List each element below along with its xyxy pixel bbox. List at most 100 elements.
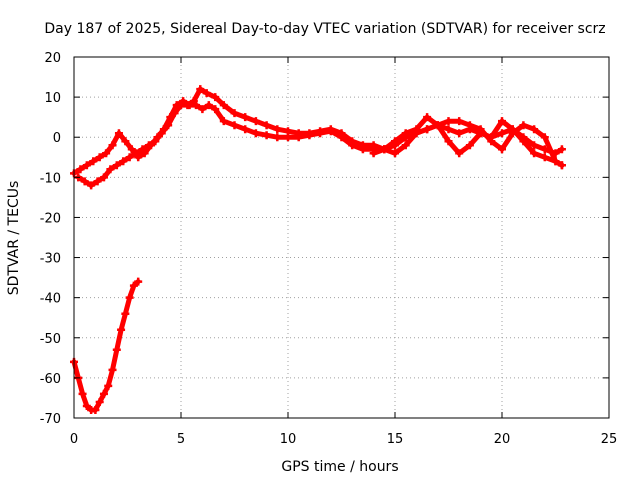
data-point [104, 381, 113, 390]
data-point [455, 129, 464, 138]
data-point [144, 141, 153, 150]
x-axis-label: GPS time / hours [281, 459, 398, 475]
data-point [219, 117, 228, 126]
data-point [391, 149, 399, 158]
data-point [241, 113, 250, 122]
data-point [119, 157, 128, 166]
data-point [369, 141, 378, 150]
y-tick-label: -50 [40, 332, 61, 347]
data-point [540, 133, 549, 142]
data-point [157, 129, 166, 138]
data-point [498, 117, 506, 126]
y-tick-label: -60 [40, 372, 61, 387]
data-point [316, 127, 325, 136]
data-point [401, 141, 410, 150]
data-point [444, 125, 453, 134]
data-point [284, 127, 292, 136]
data-point [112, 345, 121, 354]
x-tick-label: 25 [601, 432, 618, 447]
data-point [99, 173, 108, 182]
data-point [114, 129, 123, 138]
data-point [204, 101, 213, 110]
data-point [198, 105, 207, 114]
data-point [455, 149, 464, 158]
data-point [358, 141, 367, 150]
data-point [230, 121, 239, 130]
data-point [557, 161, 566, 170]
data-point [93, 177, 102, 186]
data-point [465, 121, 474, 130]
data-point [211, 93, 220, 102]
data-point [530, 141, 539, 150]
data-point [262, 131, 271, 140]
axis-ticks: 0 5 10 15 20 25 20 10 0 -10 -20 -30 -40 -50 -60 -70 [40, 51, 618, 447]
data-point [87, 181, 96, 190]
data-point [91, 405, 100, 414]
y-tick-label: 10 [44, 91, 61, 106]
x-tick-label: 20 [494, 432, 511, 447]
data-point [305, 129, 314, 138]
data-point [189, 97, 198, 106]
data-point [121, 137, 130, 146]
data-point [127, 145, 136, 154]
data-point [294, 129, 303, 138]
data-point [444, 117, 453, 126]
data-point [95, 153, 104, 162]
grid-lines [74, 57, 609, 418]
data-point [196, 85, 205, 94]
data-point [125, 153, 134, 162]
y-tick-label: -20 [40, 211, 61, 226]
data-point [369, 149, 378, 158]
data-point [95, 397, 104, 406]
data-point [125, 293, 134, 302]
data-point [183, 101, 192, 110]
data-point [99, 389, 108, 398]
x-tick-label: 10 [280, 432, 297, 447]
data-point [433, 121, 442, 130]
data-point [465, 141, 474, 150]
y-tick-label: -30 [40, 252, 61, 267]
data-point [391, 137, 399, 146]
data-point [348, 137, 357, 146]
data-point [82, 401, 91, 410]
data-point [262, 121, 271, 130]
data-point [273, 125, 282, 134]
data-point [423, 113, 432, 122]
data-point [108, 365, 117, 374]
data-point [551, 157, 560, 166]
data-point [455, 117, 464, 126]
y-tick-label: 0 [53, 131, 61, 146]
y-tick-label: -10 [40, 171, 61, 186]
plot-frame [73, 56, 610, 419]
y-tick-label: -70 [40, 412, 61, 427]
data-point [251, 117, 260, 126]
data-point [337, 129, 346, 138]
x-tick-label: 15 [387, 432, 404, 447]
data-point [106, 165, 115, 174]
data-point [132, 149, 141, 158]
data-point [557, 145, 566, 154]
data-point [508, 125, 517, 134]
series-arc-low [71, 279, 141, 413]
x-tick-label: 0 [70, 432, 78, 447]
y-axis-label: SDTVAR / TECUs [6, 181, 22, 296]
data-point [230, 109, 239, 118]
data-point [540, 153, 549, 162]
data-point [112, 161, 121, 170]
chart-title: Day 187 of 2025, Sidereal Day-to-day VTE… [44, 21, 605, 37]
data-point [326, 125, 335, 134]
data-point [121, 309, 130, 318]
data-point [80, 177, 89, 186]
data-point [211, 105, 220, 114]
data-point [151, 137, 160, 146]
data-point [191, 101, 200, 110]
data-point [444, 137, 453, 146]
data-point [530, 125, 539, 134]
series-group [70, 85, 566, 414]
data-point [498, 145, 506, 154]
data-point [129, 281, 138, 290]
data-point [138, 145, 147, 154]
data-point [412, 125, 421, 134]
data-point [476, 129, 485, 138]
